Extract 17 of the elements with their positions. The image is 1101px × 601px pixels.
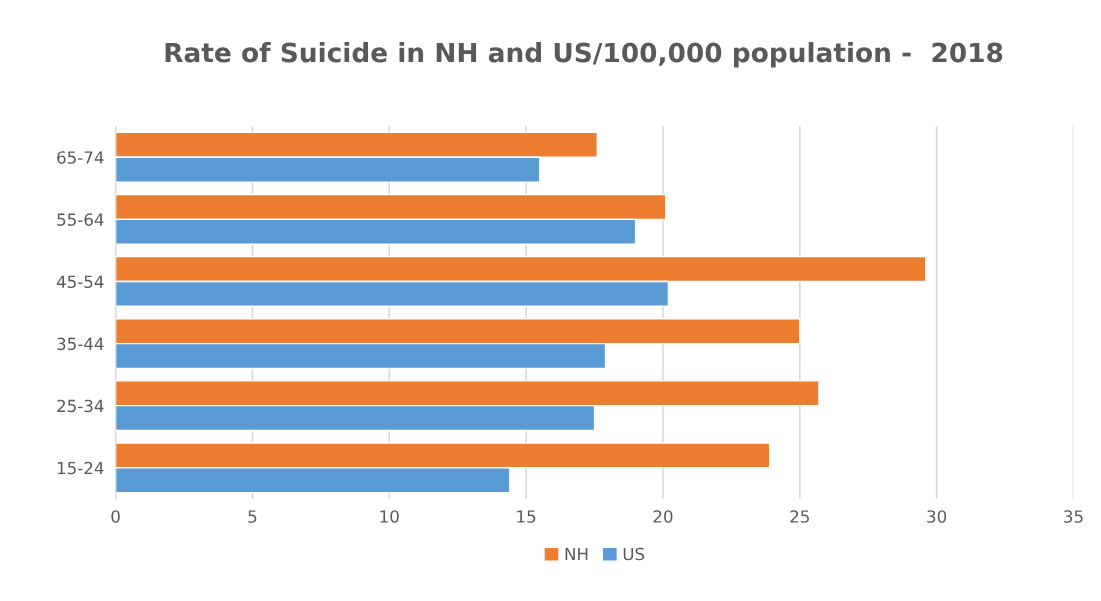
legend-label: NH (565, 547, 588, 561)
x-tick-label: 15 (517, 510, 536, 523)
y-tick-label: 45-54 (56, 275, 104, 289)
y-tick-label: 35-44 (57, 337, 104, 351)
x-tick-label: 35 (1064, 510, 1083, 523)
x-tick-label: 0 (111, 510, 120, 523)
legend-label: US (623, 547, 645, 561)
x-tick-label: 10 (380, 510, 399, 523)
y-tick-label: 65-74 (57, 151, 104, 164)
x-tick-label: 20 (653, 510, 673, 523)
x-tick-label: 25 (790, 510, 809, 523)
chart-title: Rate of Suicide in NH and US/100,000 population - 2018 (165, 42, 1003, 68)
y-tick-label: 55-64 (57, 213, 104, 226)
y-tick-label: 25-34 (57, 399, 104, 413)
y-tick-label: 15-24 (57, 461, 104, 475)
x-tick-label: 5 (248, 510, 257, 523)
x-tick-label: 30 (927, 510, 947, 523)
